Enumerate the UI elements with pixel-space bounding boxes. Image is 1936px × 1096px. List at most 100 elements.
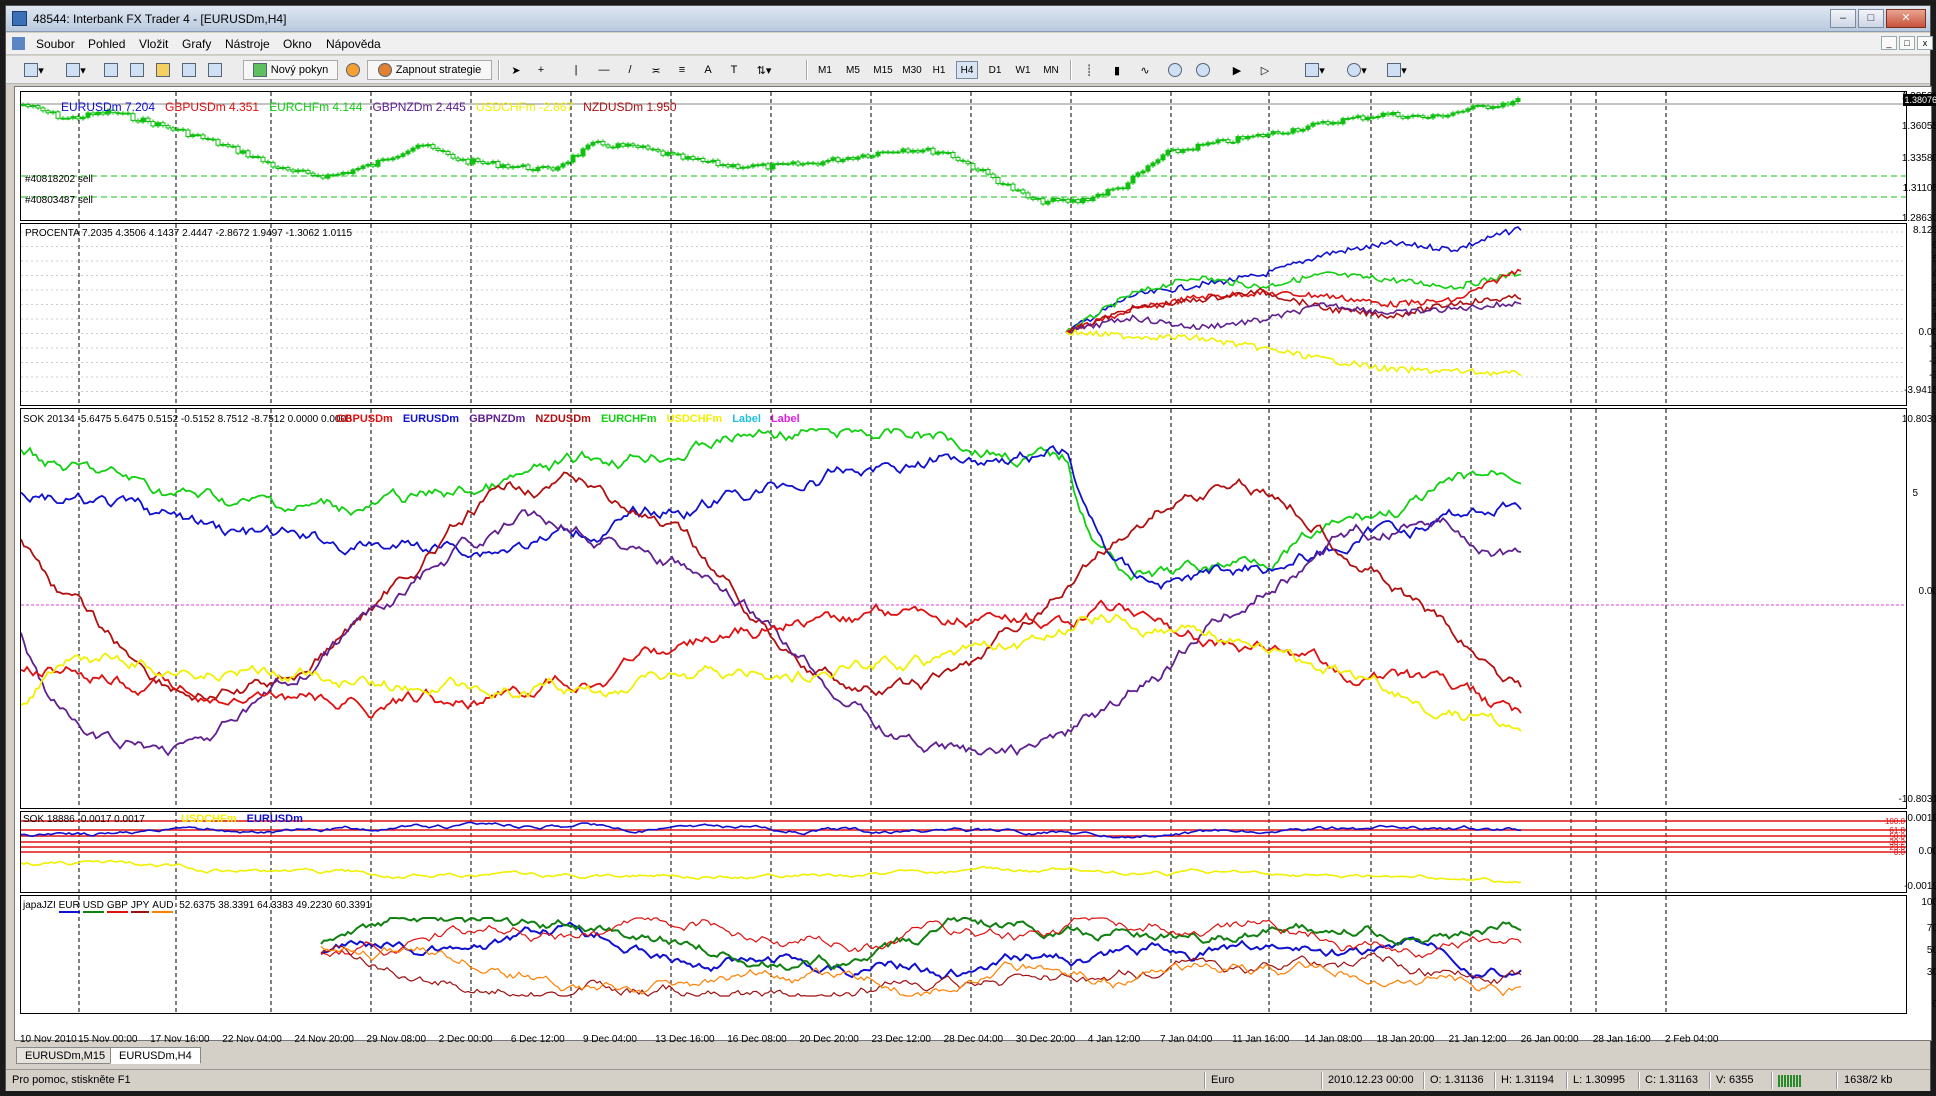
tab-eurusdm-h4[interactable]: EURUSDm,H4: [110, 1047, 201, 1064]
candle: [245, 150, 251, 158]
candle: [540, 166, 546, 169]
bar-high: H: 1.31194: [1501, 1074, 1555, 1086]
candle: [21, 104, 26, 107]
vertical-line-tool[interactable]: |: [574, 64, 578, 76]
candle: [595, 140, 601, 143]
channel-tool[interactable]: ≍: [651, 64, 661, 77]
cursor-tool[interactable]: ➤: [511, 64, 521, 77]
axis-label: -3.9415: [1904, 384, 1936, 396]
minimize-button[interactable]: –: [1830, 9, 1856, 28]
japa-axis: 100 70 50 30 0: [1908, 895, 1936, 1014]
mdi-close-button[interactable]: x: [1917, 36, 1933, 50]
candle: [250, 156, 256, 159]
timeframe-m1[interactable]: M1: [818, 64, 832, 76]
candle: [125, 112, 131, 115]
candle: [585, 144, 591, 150]
candle: [130, 113, 136, 121]
new-chart-button[interactable]: ▾: [14, 60, 54, 80]
menu-napoveda[interactable]: Nápověda: [326, 37, 381, 51]
candle: [270, 162, 276, 168]
candle: [770, 163, 776, 170]
periodicity-button[interactable]: ▾: [1340, 60, 1374, 80]
autotrading-button[interactable]: Zapnout strategie: [367, 60, 492, 80]
crosshair-tool[interactable]: +: [537, 64, 545, 76]
arrows-tool[interactable]: ⇅▾: [756, 64, 772, 77]
indicators-button[interactable]: ▾: [1298, 60, 1332, 80]
horizontal-line-tool[interactable]: —: [598, 64, 610, 76]
new-order-button[interactable]: Nový pokyn: [243, 60, 338, 80]
data-window-button[interactable]: [126, 60, 148, 80]
candle: [785, 163, 791, 166]
tester-button[interactable]: [204, 60, 226, 80]
menu-soubor[interactable]: Soubor: [36, 37, 75, 51]
maximize-button[interactable]: □: [1858, 9, 1884, 28]
indicators-icon: [1305, 63, 1320, 77]
timeframe-d1[interactable]: D1: [988, 64, 1002, 76]
candle: [365, 164, 371, 167]
mdi-restore-button[interactable]: □: [1899, 36, 1915, 50]
menu-vlozit[interactable]: Vložit: [139, 37, 169, 51]
timeframe-m5[interactable]: M5: [846, 64, 860, 76]
zoom-out-button[interactable]: [1192, 60, 1214, 80]
autoscroll-button[interactable]: ▶: [1232, 64, 1242, 77]
candle: [975, 168, 981, 172]
label-tool[interactable]: T: [730, 64, 738, 76]
candle: [1005, 183, 1011, 186]
chart-shift-button[interactable]: ▷: [1260, 64, 1270, 77]
meta-editor-button[interactable]: [343, 60, 363, 80]
candle: [280, 167, 286, 170]
menu-pohled[interactable]: Pohled: [88, 37, 126, 51]
legend-entry: GBPNZDm: [469, 413, 526, 425]
menu-okno[interactable]: Okno: [283, 37, 312, 51]
navigator-button[interactable]: [152, 60, 174, 80]
menu-grafy[interactable]: Grafy: [182, 37, 212, 51]
profiles-button[interactable]: ▾: [58, 60, 94, 80]
candle: [490, 160, 496, 164]
time-tick: 6 Dec 12:00: [510, 1034, 565, 1045]
candle: [100, 111, 106, 115]
candle: [435, 147, 441, 151]
mdi-minimize-button[interactable]: _: [1881, 36, 1897, 50]
timeframe-m30[interactable]: M30: [902, 64, 922, 76]
timeframe-h1[interactable]: H1: [932, 64, 946, 76]
chart-area[interactable]: EURUSDm 7.204 GBPUSDm 4.351 EURCHFm 4.144 G…: [14, 86, 1936, 1045]
legend-entry: NZDUSDm: [535, 413, 591, 425]
candle: [1235, 136, 1241, 143]
legend-entry: USD: [82, 900, 104, 913]
trendline-tool[interactable]: /: [628, 64, 632, 76]
candle: [895, 151, 901, 154]
legend-entry: EUR: [58, 900, 80, 913]
price-pane[interactable]: EURUSDm 7.204 GBPUSDm 4.351 EURCHFm 4.144 G…: [20, 91, 1907, 221]
candle: [405, 150, 411, 155]
close-button[interactable]: ✕: [1886, 9, 1926, 28]
time-tick: 4 Jan 12:00: [1087, 1034, 1141, 1045]
terminal-button[interactable]: [178, 60, 200, 80]
candle-chart-button[interactable]: ▮: [1113, 64, 1121, 77]
candle: [530, 169, 536, 172]
timeframe-m15[interactable]: M15: [873, 64, 893, 76]
zoom-in-button[interactable]: [1164, 60, 1186, 80]
procenta-pane[interactable]: PROCENTA 7.2035 4.3506 4.1437 2.4447 -2.…: [20, 223, 1907, 406]
tab-eurusdm-m15[interactable]: EURUSDm,M15: [16, 1047, 115, 1064]
candle: [850, 157, 856, 160]
candle: [30, 105, 36, 108]
sok-pane[interactable]: SOK 20134 -5.6475 5.6475 0.5152 -0.5152 …: [20, 408, 1907, 809]
bar-chart-button[interactable]: ┊: [1085, 64, 1093, 77]
procenta-label: PROCENTA 7.2035 4.3506 4.1437 2.4447 -2.…: [25, 228, 353, 239]
menu-nastroje[interactable]: Nástroje: [225, 37, 270, 51]
templates-button[interactable]: ▾: [1380, 60, 1414, 80]
timeframe-mn[interactable]: MN: [1043, 64, 1059, 76]
timeframe-w1[interactable]: W1: [1015, 64, 1031, 76]
fibonacci-tool[interactable]: ≡: [678, 64, 686, 76]
candle: [1075, 199, 1081, 204]
line-chart-button[interactable]: ∿: [1140, 64, 1150, 77]
japa-pane[interactable]: japaJZI EUR USD GBP JPY AUD 52.6375 38.3391 …: [20, 895, 1907, 1014]
market-watch-button[interactable]: [100, 60, 122, 80]
candle: [1270, 131, 1276, 135]
timeframe-h4[interactable]: H4: [956, 61, 978, 79]
candle: [875, 151, 881, 157]
text-tool[interactable]: A: [704, 64, 712, 76]
candle: [855, 156, 861, 160]
sok2-pane[interactable]: 100.0 61.8 50.0 38.2 23.6 0.0 SOK 18886 -0.00…: [20, 811, 1907, 893]
sok-series-line: [21, 445, 1522, 591]
